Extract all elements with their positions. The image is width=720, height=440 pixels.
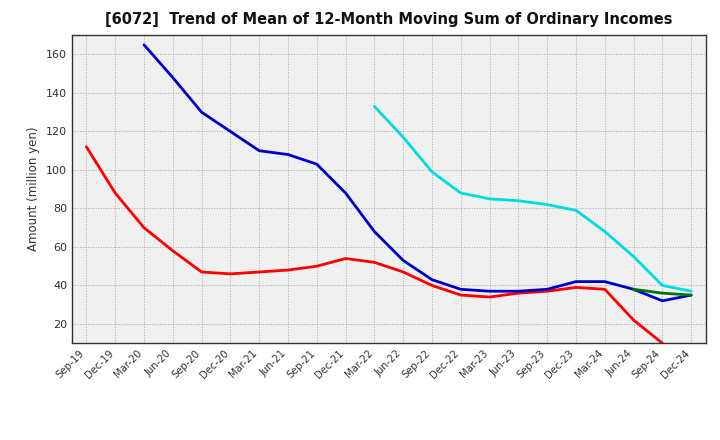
3 Years [168, 248, 177, 253]
5 Years [255, 148, 264, 153]
3 Years [312, 264, 321, 269]
3 Years [82, 144, 91, 150]
10 Years [687, 293, 696, 298]
7 Years [658, 283, 667, 288]
Line: 10 Years: 10 Years [634, 290, 691, 295]
3 Years [370, 260, 379, 265]
5 Years [543, 287, 552, 292]
3 Years [658, 341, 667, 346]
5 Years [140, 42, 148, 48]
5 Years [399, 258, 408, 263]
7 Years [428, 169, 436, 175]
5 Years [284, 152, 292, 157]
5 Years [312, 161, 321, 167]
3 Years [111, 191, 120, 196]
5 Years [197, 110, 206, 115]
3 Years [226, 271, 235, 276]
3 Years [600, 287, 609, 292]
3 Years [284, 268, 292, 273]
10 Years [629, 287, 638, 292]
Line: 3 Years: 3 Years [86, 147, 662, 343]
5 Years [485, 289, 494, 294]
5 Years [658, 298, 667, 304]
10 Years [658, 290, 667, 296]
5 Years [370, 229, 379, 234]
5 Years [341, 191, 350, 196]
Line: 7 Years: 7 Years [374, 106, 691, 291]
3 Years [485, 294, 494, 300]
Y-axis label: Amount (million yen): Amount (million yen) [27, 127, 40, 251]
7 Years [485, 196, 494, 202]
5 Years [572, 279, 580, 284]
Line: 5 Years: 5 Years [144, 45, 691, 301]
7 Years [687, 289, 696, 294]
3 Years [543, 289, 552, 294]
5 Years [629, 287, 638, 292]
5 Years [226, 129, 235, 134]
3 Years [572, 285, 580, 290]
7 Years [370, 104, 379, 109]
3 Years [197, 269, 206, 275]
7 Years [514, 198, 523, 203]
3 Years [456, 293, 465, 298]
3 Years [629, 318, 638, 323]
3 Years [399, 269, 408, 275]
Title: [6072]  Trend of Mean of 12-Month Moving Sum of Ordinary Incomes: [6072] Trend of Mean of 12-Month Moving … [105, 12, 672, 27]
5 Years [168, 75, 177, 80]
5 Years [428, 277, 436, 282]
5 Years [687, 293, 696, 298]
5 Years [514, 289, 523, 294]
3 Years [341, 256, 350, 261]
7 Years [456, 191, 465, 196]
3 Years [428, 283, 436, 288]
7 Years [600, 229, 609, 234]
7 Years [572, 208, 580, 213]
3 Years [140, 225, 148, 231]
7 Years [399, 135, 408, 140]
5 Years [600, 279, 609, 284]
3 Years [255, 269, 264, 275]
5 Years [456, 287, 465, 292]
7 Years [543, 202, 552, 207]
7 Years [629, 254, 638, 259]
3 Years [514, 290, 523, 296]
